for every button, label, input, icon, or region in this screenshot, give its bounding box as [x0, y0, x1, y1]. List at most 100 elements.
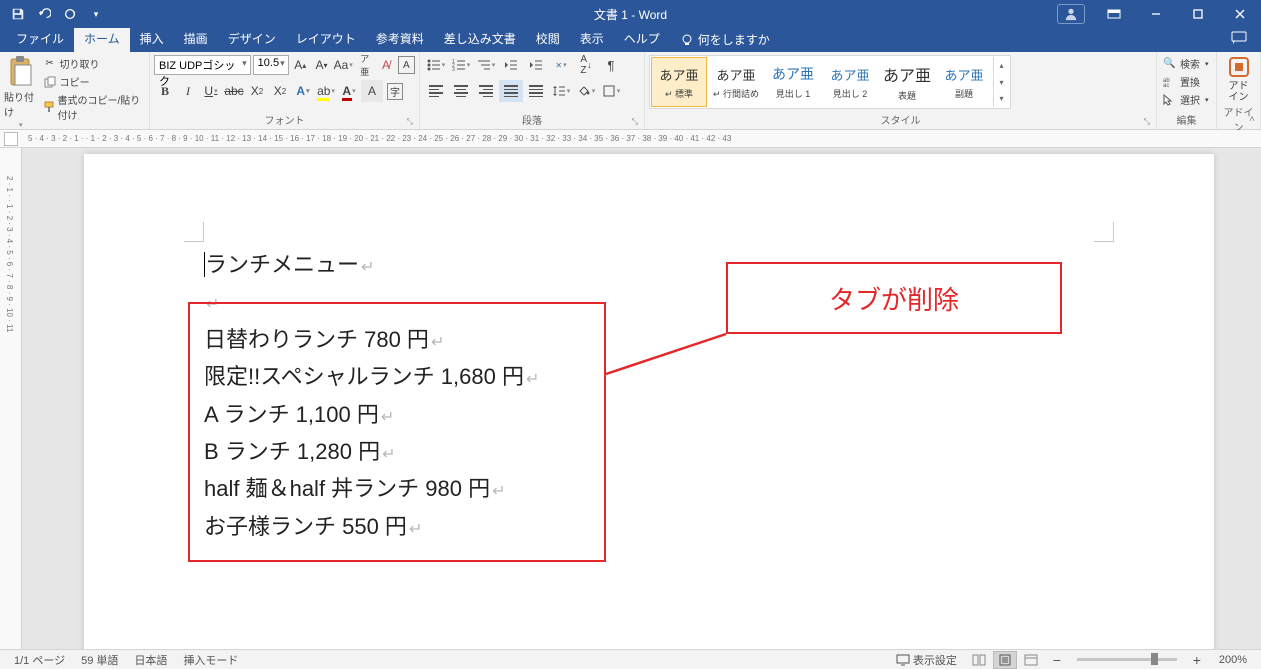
strikethrough-button[interactable]: abc	[223, 80, 245, 102]
undo-button[interactable]	[32, 2, 56, 26]
document-area: 2 · 1 · · 1 · 2 · 3 · 4 · 5 · 6 · 7 · 8 …	[0, 148, 1261, 649]
read-mode-button[interactable]	[967, 651, 991, 669]
style-item[interactable]: あア亜↵ 行間詰め	[708, 57, 764, 107]
change-case-button[interactable]: Aa▾	[333, 55, 353, 75]
addins-button[interactable]: アド イン	[1221, 55, 1256, 103]
document-page[interactable]: ランチメニュー↵ ↵ 日替わりランチ 780 円↵限定!!スペシャルランチ 1,…	[84, 154, 1214, 649]
style-item[interactable]: あア亜↵ 標準	[651, 57, 707, 107]
horizontal-ruler[interactable]: 5 · 4 · 3 · 2 · 1 · · 1 · 2 · 3 · 4 · 5 …	[0, 130, 1261, 148]
align-right-button[interactable]	[474, 80, 498, 102]
sort-button[interactable]: AZ↓	[574, 55, 598, 75]
highlight-button[interactable]: ab▾	[315, 80, 337, 102]
tab-home[interactable]: ホーム	[74, 26, 130, 52]
enclose-character-button[interactable]: A	[398, 56, 415, 74]
web-layout-button[interactable]	[1019, 651, 1043, 669]
document-scroll[interactable]: ランチメニュー↵ ↵ 日替わりランチ 780 円↵限定!!スペシャルランチ 1,…	[22, 148, 1261, 649]
close-button[interactable]	[1219, 0, 1261, 28]
comments-button[interactable]	[1217, 27, 1261, 52]
styles-gallery-more[interactable]: ▴▾▾	[993, 57, 1009, 107]
zoom-slider[interactable]	[1077, 658, 1177, 661]
tell-me[interactable]: 何をしますか	[670, 27, 780, 52]
align-distribute-button[interactable]	[524, 80, 548, 102]
multilevel-icon	[477, 59, 491, 71]
print-layout-button[interactable]	[993, 651, 1017, 669]
styles-dialog-launcher[interactable]: ⤡	[1144, 117, 1150, 127]
language-status[interactable]: 日本語	[126, 652, 175, 668]
font-name-combo[interactable]: BIZ UDPゴシック	[154, 55, 251, 75]
align-center-button[interactable]	[449, 80, 473, 102]
font-color-button[interactable]: A▾	[338, 80, 360, 102]
cut-button[interactable]: ✂切り取り	[40, 55, 145, 72]
subscript-button[interactable]: X2	[246, 80, 268, 102]
italic-button[interactable]: I	[177, 80, 199, 102]
select-button[interactable]: 選択▾	[1161, 91, 1211, 108]
shrink-font-button[interactable]: A▾	[312, 55, 331, 75]
phonetic-guide-button[interactable]: ア亜	[355, 55, 374, 75]
user-account-icon[interactable]	[1057, 4, 1085, 24]
display-settings-button[interactable]: 表示設定	[888, 652, 965, 668]
align-justify-button[interactable]	[499, 80, 523, 102]
asian-layout-button[interactable]: ✕▾	[549, 55, 573, 75]
bullets-button[interactable]: ▾	[424, 55, 448, 75]
save-button[interactable]	[6, 2, 30, 26]
redo-button[interactable]	[58, 2, 82, 26]
paragraph-dialog-launcher[interactable]: ⤡	[632, 117, 638, 127]
tab-review[interactable]: 校閲	[526, 26, 570, 52]
clear-formatting-button[interactable]: A̸	[376, 55, 395, 75]
copy-button[interactable]: コピー	[40, 73, 145, 90]
maximize-button[interactable]	[1177, 0, 1219, 28]
multilevel-list-button[interactable]: ▾	[474, 55, 498, 75]
paste-button[interactable]: 貼り付け ▾	[4, 55, 38, 129]
tab-mailings[interactable]: 差し込み文書	[434, 26, 526, 52]
search-icon: 🔍	[1163, 58, 1177, 69]
zoom-in-button[interactable]: +	[1185, 651, 1209, 669]
tab-layout[interactable]: レイアウト	[286, 26, 366, 52]
tab-file[interactable]: ファイル	[6, 26, 74, 52]
shading-button[interactable]: ▾	[574, 80, 598, 102]
replace-button[interactable]: abac置換	[1161, 73, 1211, 90]
addins-label: アド イン	[1229, 81, 1249, 103]
bucket-icon	[577, 84, 591, 98]
style-item[interactable]: あア亜副題	[936, 57, 992, 107]
collapse-ribbon-button[interactable]: ˄	[1249, 114, 1255, 125]
find-button[interactable]: 🔍検索▾	[1161, 55, 1211, 72]
text-effects-button[interactable]: A▾	[292, 80, 314, 102]
increase-indent-button[interactable]	[524, 55, 548, 75]
vertical-ruler[interactable]: 2 · 1 · · 1 · 2 · 3 · 4 · 5 · 6 · 7 · 8 …	[0, 148, 22, 649]
character-shading-button[interactable]: A	[361, 80, 383, 102]
font-size-combo[interactable]: 10.5	[253, 55, 289, 75]
qat-customize[interactable]: ▾	[84, 2, 108, 26]
tab-help[interactable]: ヘルプ	[614, 26, 670, 52]
tab-draw[interactable]: 描画	[174, 26, 218, 52]
insert-mode-status[interactable]: 挿入モード	[175, 652, 246, 668]
tab-references[interactable]: 参考資料	[366, 26, 434, 52]
tab-selector[interactable]	[4, 132, 18, 146]
copy-label: コピー	[60, 74, 90, 89]
page-number-status[interactable]: 1/1 ページ	[6, 652, 73, 668]
ribbon-display-button[interactable]	[1093, 0, 1135, 28]
style-item[interactable]: あア亜見出し 2	[822, 57, 878, 107]
zoom-out-button[interactable]: −	[1045, 651, 1069, 669]
style-item[interactable]: あア亜見出し 1	[765, 57, 821, 107]
superscript-button[interactable]: X2	[269, 80, 291, 102]
borders-button[interactable]: ▾	[599, 80, 623, 102]
underline-button[interactable]: U▾	[200, 80, 222, 102]
style-item[interactable]: あア亜表題	[879, 57, 935, 107]
minimize-button[interactable]	[1135, 0, 1177, 28]
tab-design[interactable]: デザイン	[218, 26, 286, 52]
zoom-level[interactable]: 200%	[1211, 654, 1255, 666]
tab-insert[interactable]: 挿入	[130, 26, 174, 52]
line-spacing-button[interactable]: ▾	[549, 80, 573, 102]
character-border-button[interactable]: 字	[384, 80, 406, 102]
grow-font-button[interactable]: A▴	[291, 55, 310, 75]
zoom-slider-thumb[interactable]	[1151, 653, 1158, 665]
decrease-indent-button[interactable]	[499, 55, 523, 75]
tab-view[interactable]: 表示	[570, 26, 614, 52]
font-dialog-launcher[interactable]: ⤡	[407, 117, 413, 127]
show-marks-button[interactable]: ¶	[599, 55, 623, 75]
align-left-button[interactable]	[424, 80, 448, 102]
numbering-icon: 123	[452, 59, 466, 71]
word-count-status[interactable]: 59 単語	[73, 652, 126, 668]
numbering-button[interactable]: 123▾	[449, 55, 473, 75]
format-painter-button[interactable]: 書式のコピー/貼り付け	[40, 91, 145, 123]
